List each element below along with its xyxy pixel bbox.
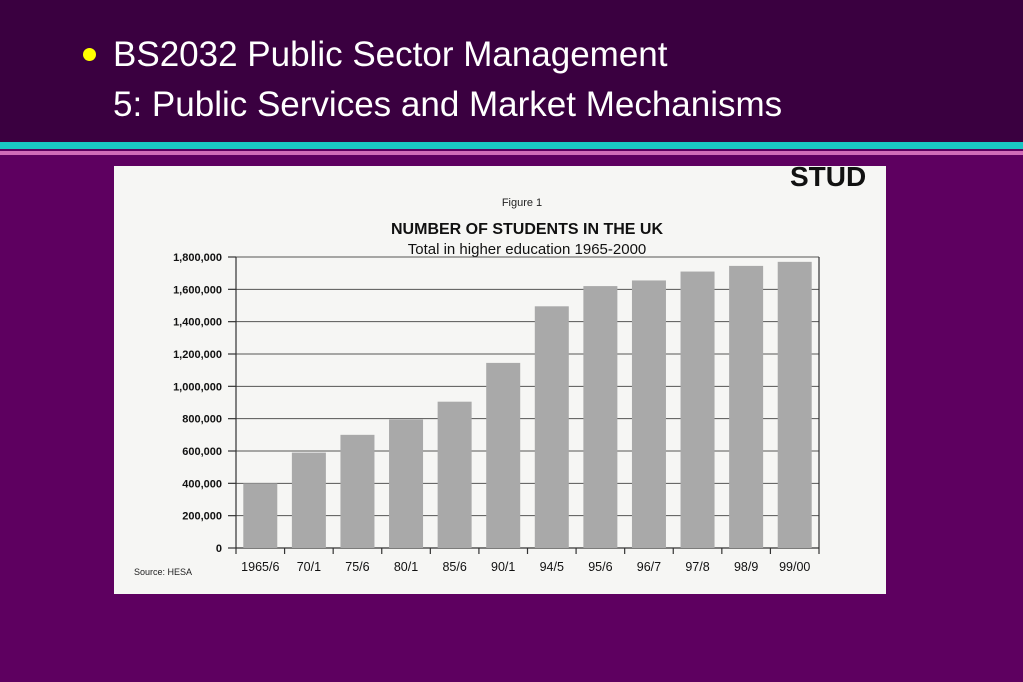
- bar: [534, 306, 569, 548]
- bar: [291, 452, 326, 548]
- bar: [389, 419, 424, 548]
- bars: [243, 261, 812, 548]
- y-tick-label: 0: [216, 543, 222, 555]
- x-tick-label: 70/1: [297, 560, 321, 574]
- bar: [631, 280, 666, 548]
- x-tick-label: 99/00: [779, 560, 810, 574]
- y-axis-ticks: 0 200,000 400,000 600,000 800,000 1,000,000 1,…: [173, 252, 236, 555]
- bar: [583, 286, 618, 548]
- x-tick-label: 75/6: [345, 560, 369, 574]
- slide-title-line1: BS2032 Public Sector Management: [113, 35, 668, 74]
- chart-title: NUMBER OF STUDENTS IN THE UK: [391, 221, 663, 238]
- y-tick-label: 600,000: [182, 446, 222, 458]
- bar: [437, 401, 472, 548]
- y-tick-label: 1,000,000: [173, 381, 222, 393]
- x-tick-label: 90/1: [491, 560, 515, 574]
- slide-title-line2: 5: Public Services and Market Mechanisms: [113, 85, 783, 124]
- bar-chart: STUD Figure 1 NUMBER OF STUDENTS IN THE …: [134, 166, 866, 577]
- y-tick-label: 1,200,000: [173, 349, 222, 361]
- bar: [680, 271, 715, 548]
- x-tick-label: 1965/6: [241, 560, 279, 574]
- bar: [729, 265, 764, 548]
- x-tick-label: 85/6: [442, 560, 466, 574]
- y-tick-label: 800,000: [182, 414, 222, 426]
- figure-label: Figure 1: [502, 197, 542, 209]
- y-tick-label: 1,800,000: [173, 252, 222, 264]
- y-tick-label: 200,000: [182, 511, 222, 523]
- y-tick-label: 1,400,000: [173, 317, 222, 329]
- divider-teal: [0, 142, 1023, 149]
- x-tick-label: 98/9: [734, 560, 758, 574]
- slide-header: BS2032 Public Sector Management 5: Publi…: [0, 0, 1023, 142]
- y-tick-label: 400,000: [182, 478, 222, 490]
- bar: [243, 483, 278, 548]
- x-axis-ticks: 1965/6 70/1 75/6 80/1 85/6 90/1 94/5 95/6 96/7 97…: [235, 548, 820, 574]
- x-tick-label: 97/8: [685, 560, 709, 574]
- y-tick-label: 1,600,000: [173, 284, 222, 296]
- slide-title: BS2032 Public Sector Management 5: Publi…: [113, 30, 782, 130]
- x-tick-label: 80/1: [394, 560, 418, 574]
- bar: [486, 362, 521, 548]
- bar: [777, 261, 812, 548]
- chart-subtitle: Total in higher education 1965-2000: [408, 241, 647, 258]
- source-note: Source: HESA: [134, 567, 192, 577]
- x-tick-label: 95/6: [588, 560, 612, 574]
- bar: [340, 434, 375, 548]
- divider-pink: [0, 151, 1023, 155]
- bullet-icon: [83, 48, 96, 61]
- x-tick-label: 94/5: [540, 560, 564, 574]
- corner-heading-fragment: STUD: [790, 166, 866, 192]
- chart-figure: STUD Figure 1 NUMBER OF STUDENTS IN THE …: [114, 166, 886, 594]
- x-tick-label: 96/7: [637, 560, 661, 574]
